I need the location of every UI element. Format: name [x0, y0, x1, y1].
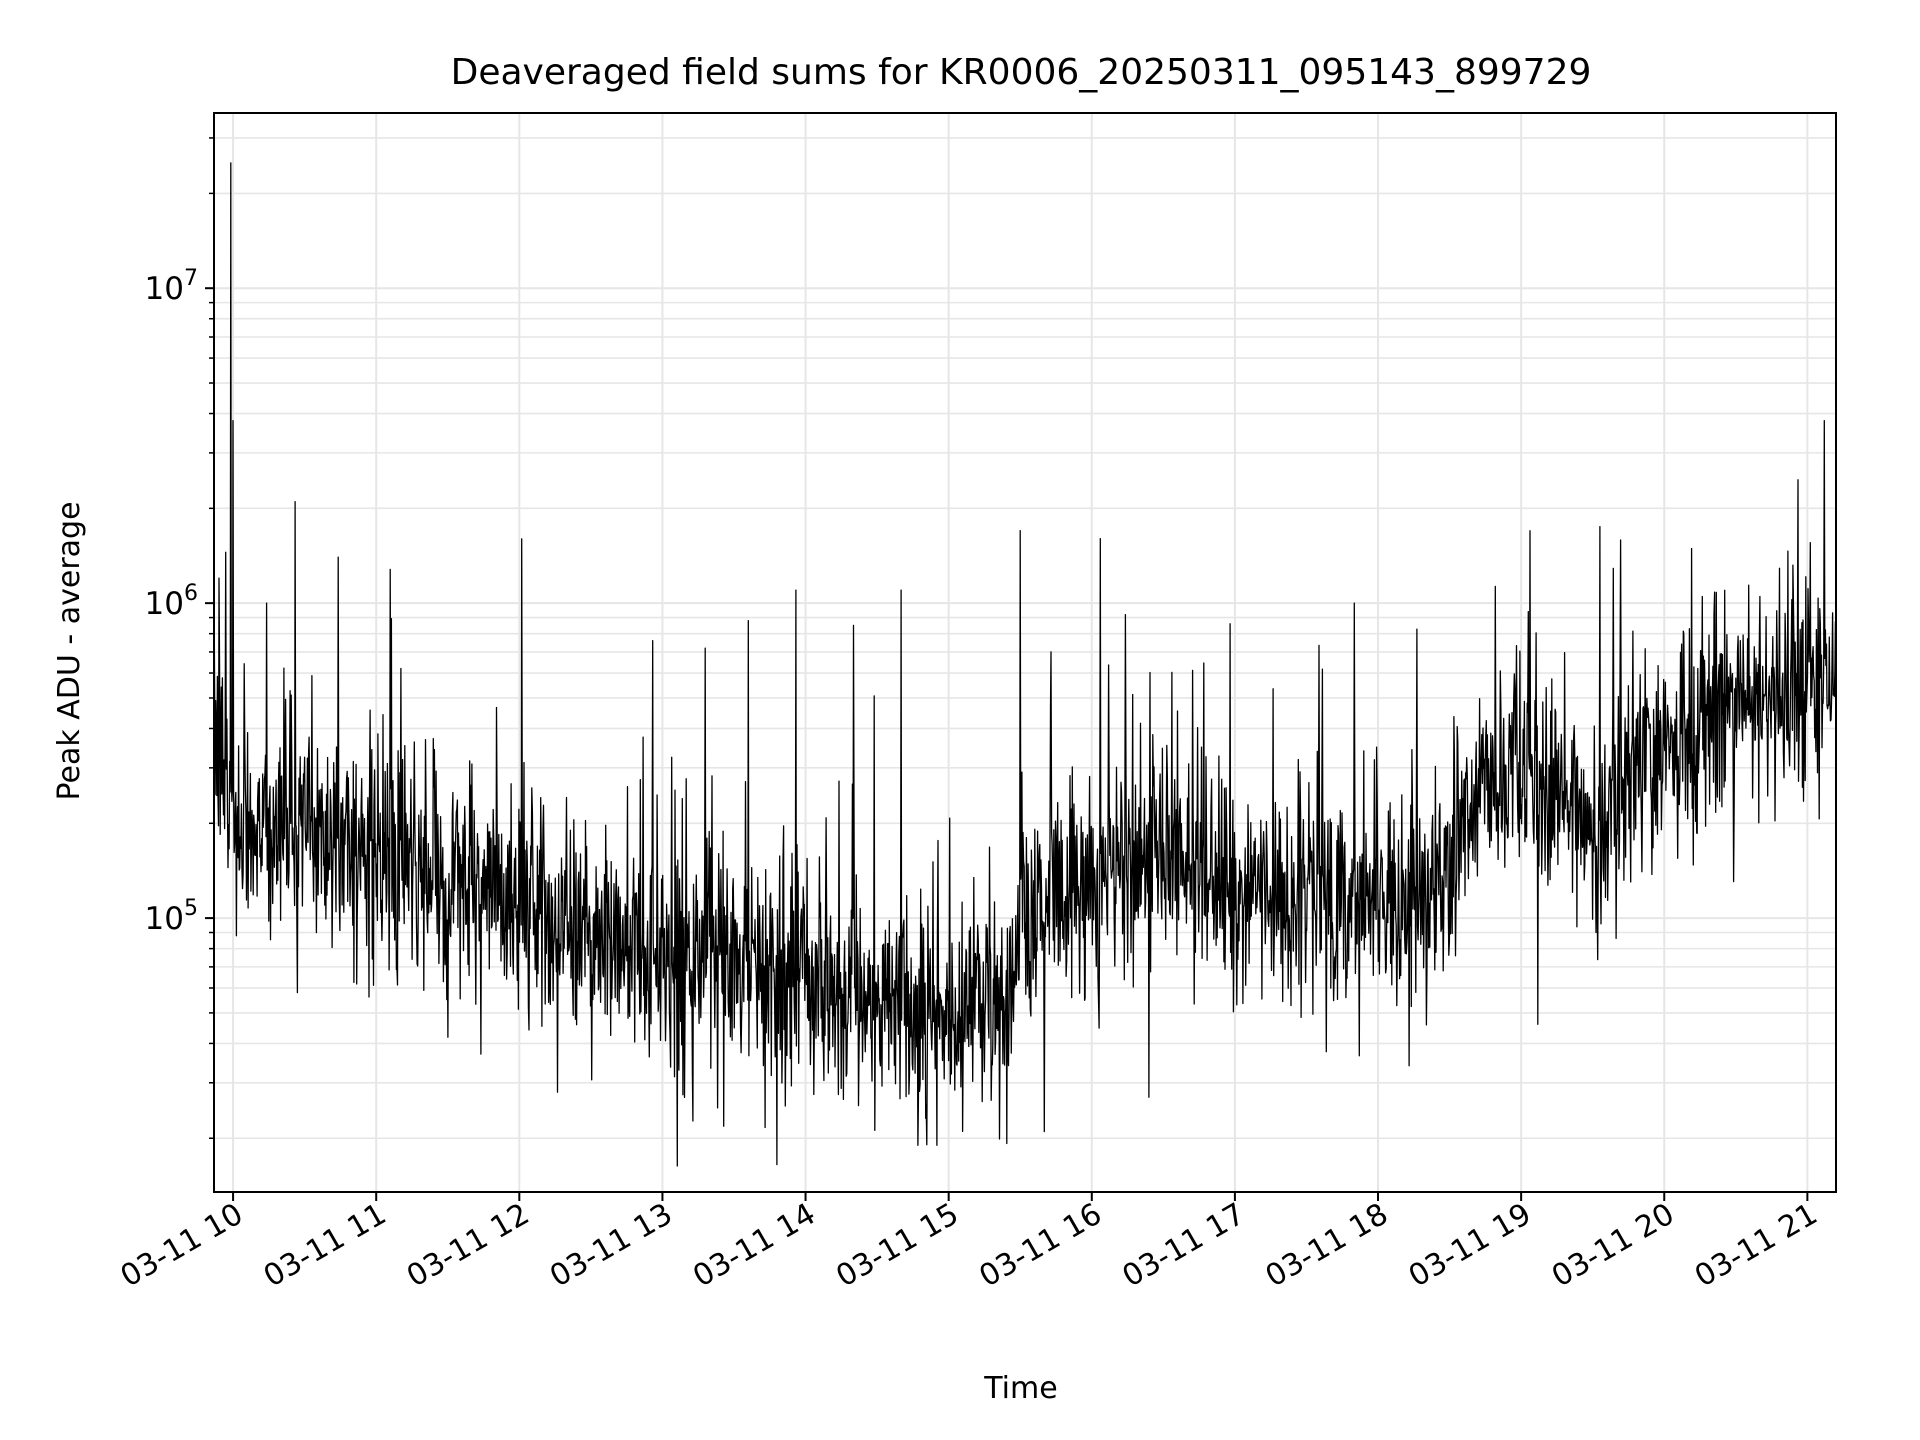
data-series — [213, 162, 1837, 1167]
x-axis-label: Time — [983, 1371, 1057, 1406]
y-tick-label: 105 — [145, 896, 198, 937]
series-line — [213, 162, 1837, 1167]
y-axis-label: Peak ADU - average — [52, 501, 87, 800]
chart-title: Deaveraged field sums for KR0006_2025031… — [451, 52, 1592, 93]
